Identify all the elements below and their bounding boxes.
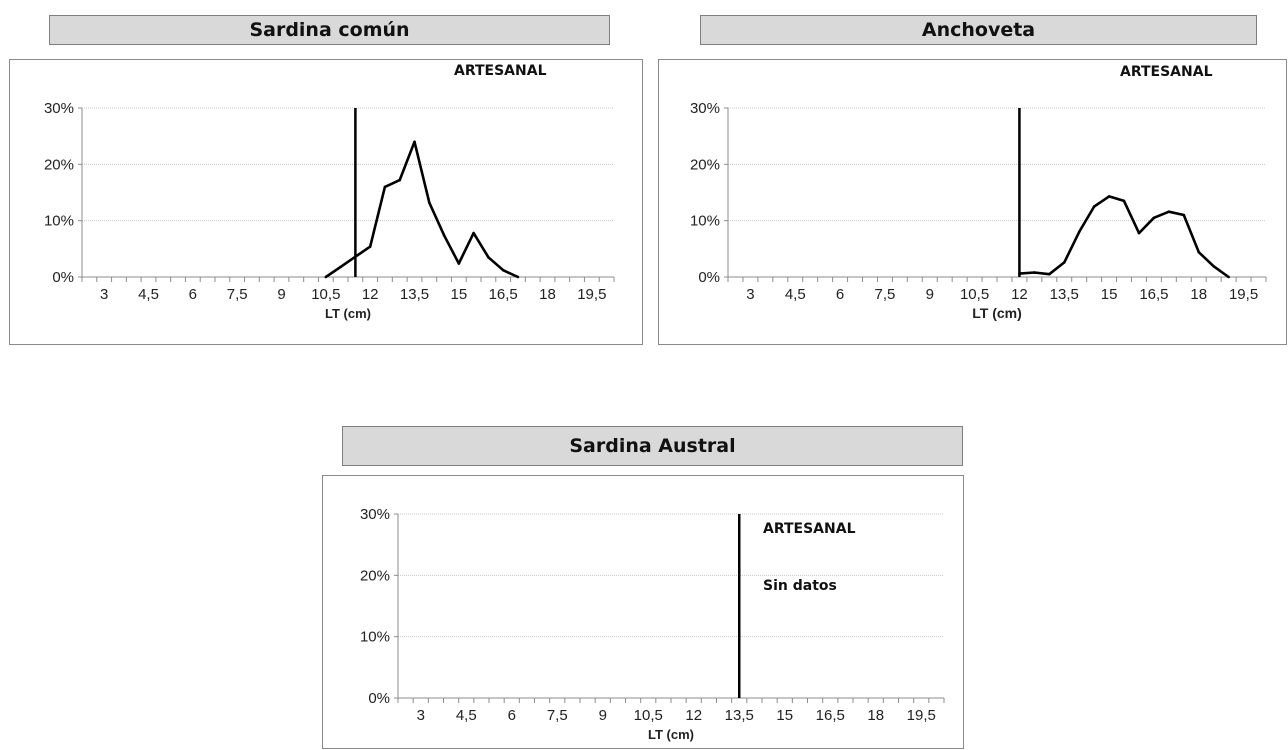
x-tick-label: 18 (1190, 286, 1207, 303)
x-axis-label: LT (cm) (325, 306, 371, 321)
x-tick-label: 3 (100, 286, 108, 303)
x-tick-label: 10,5 (960, 286, 989, 303)
x-tick-label: 18 (539, 286, 556, 303)
x-tick-label: 10,5 (311, 286, 340, 303)
data-point (472, 231, 475, 235)
y-tick-label: 30% (44, 100, 74, 117)
x-tick-label: 19,5 (577, 286, 606, 303)
data-point (457, 262, 461, 265)
y-tick-label: 10% (44, 213, 74, 230)
x-tick-label: 7,5 (874, 286, 895, 303)
chart-panel-sardina-comun: 0% 10% 20% 30% 3 4,5 6 7,5 9 10,5 12 13,5 15 16,5 18 19… (9, 59, 643, 345)
annotation-label: ARTESANAL (454, 63, 547, 79)
data-point (442, 234, 446, 237)
x-tick-label: 12 (362, 286, 379, 303)
x-tick-label: 9 (599, 707, 607, 724)
x-tick-label: 19,5 (907, 707, 936, 724)
x-tick-label: 19,5 (1229, 286, 1258, 303)
x-tick-label: 13,5 (725, 707, 754, 724)
data-point (1062, 261, 1066, 264)
data-point (1227, 275, 1230, 279)
data-point (339, 265, 342, 269)
data-point (1092, 205, 1096, 208)
x-tick-label: 7,5 (547, 707, 568, 724)
x-tick-label: 9 (926, 286, 934, 303)
data-point (427, 201, 431, 204)
data-point (1122, 199, 1126, 203)
data-point (1033, 271, 1036, 274)
x-tick-label: 15 (450, 286, 467, 303)
data-point (1167, 210, 1171, 213)
data-point (1212, 264, 1215, 268)
chart-panel-sardina-austral: 0% 10% 20% 30% 3 4,5 6 7,5 9 10,5 12 13,5 15 16,5 18 19… (322, 475, 964, 749)
x-axis-label: LT (cm) (648, 727, 694, 742)
x-tick-label: 15 (1101, 286, 1118, 303)
chart-title: Sardina Austral (569, 435, 736, 457)
x-tick-label: 6 (508, 707, 516, 724)
data-point (1077, 230, 1081, 234)
x-tick-label: 4,5 (785, 286, 806, 303)
y-tick-label: 0% (368, 690, 390, 707)
y-tick-label: 20% (690, 156, 720, 173)
y-tick-label: 0% (698, 269, 720, 286)
x-tick-label: 3 (746, 286, 754, 303)
data-point (1107, 195, 1111, 198)
x-tick-label: 6 (189, 286, 197, 303)
x-axis-label: LT (cm) (972, 305, 1022, 321)
line-chart-sardina-austral: 0% 10% 20% 30% 3 4,5 6 7,5 9 10,5 12 13,5 15 16,5 18 19… (360, 506, 945, 742)
x-tick-label: 13,5 (1050, 286, 1079, 303)
y-tick-label: 10% (690, 213, 720, 230)
data-point (413, 140, 416, 144)
x-tick-label: 15 (776, 707, 793, 724)
chart-title-box-sardina-austral: Sardina Austral (342, 426, 963, 466)
y-tick-label: 30% (690, 100, 720, 117)
x-tick-label: 4,5 (456, 707, 477, 724)
x-tick-label: 6 (836, 286, 844, 303)
data-point (324, 275, 328, 279)
series-line (325, 140, 519, 279)
y-tick-label: 20% (360, 567, 390, 584)
line-chart-sardina-comun: 0% 10% 20% 30% 3 4,5 6 7,5 9 10,5 12 13,5 15 16,5 18 19… (44, 63, 615, 321)
annotation-label: Sin datos (763, 578, 837, 594)
series-line (1019, 195, 1230, 279)
data-point (487, 255, 490, 259)
annotation-label: ARTESANAL (1120, 64, 1213, 80)
x-tick-label: 16,5 (816, 707, 845, 724)
y-tick-label: 10% (360, 629, 390, 646)
data-point (354, 255, 357, 259)
data-point (1182, 213, 1186, 217)
data-point (1048, 272, 1051, 276)
y-tick-label: 20% (44, 156, 74, 173)
data-point (1137, 231, 1141, 235)
x-tick-label: 13,5 (400, 286, 429, 303)
data-point (398, 178, 402, 182)
x-tick-label: 4,5 (138, 286, 159, 303)
annotation-label: ARTESANAL (763, 521, 856, 537)
chart-title-box-anchoveta: Anchoveta (700, 15, 1257, 45)
x-tick-label: 7,5 (227, 286, 248, 303)
data-point (383, 185, 387, 189)
data-point (516, 275, 520, 279)
chart-title: Sardina común (249, 19, 410, 41)
x-tick-label: 16,5 (489, 286, 518, 303)
data-point (1018, 272, 1021, 275)
data-point (1197, 250, 1201, 254)
y-tick-label: 0% (52, 269, 74, 286)
x-tick-label: 18 (867, 707, 884, 724)
y-tick-label: 30% (360, 506, 390, 523)
chart-title: Anchoveta (921, 19, 1036, 41)
x-tick-label: 9 (277, 286, 285, 303)
line-chart-anchoveta: 0% 10% 20% 30% 3 4,5 6 7,5 9 10,5 12 13,5 15 16,5 18 19… (690, 64, 1267, 321)
x-tick-label: 16,5 (1139, 286, 1168, 303)
x-tick-label: 3 (417, 707, 425, 724)
x-tick-label: 12 (1011, 286, 1028, 303)
x-tick-label: 10,5 (634, 707, 663, 724)
data-point (501, 268, 505, 272)
data-point (368, 245, 372, 248)
x-tick-label: 12 (685, 707, 702, 724)
chart-title-box-sardina-comun: Sardina común (49, 15, 610, 45)
chart-panel-anchoveta: 0% 10% 20% 30% 3 4,5 6 7,5 9 10,5 12 13,5 15 16,5 18 19… (658, 59, 1287, 345)
data-point (1152, 216, 1156, 220)
